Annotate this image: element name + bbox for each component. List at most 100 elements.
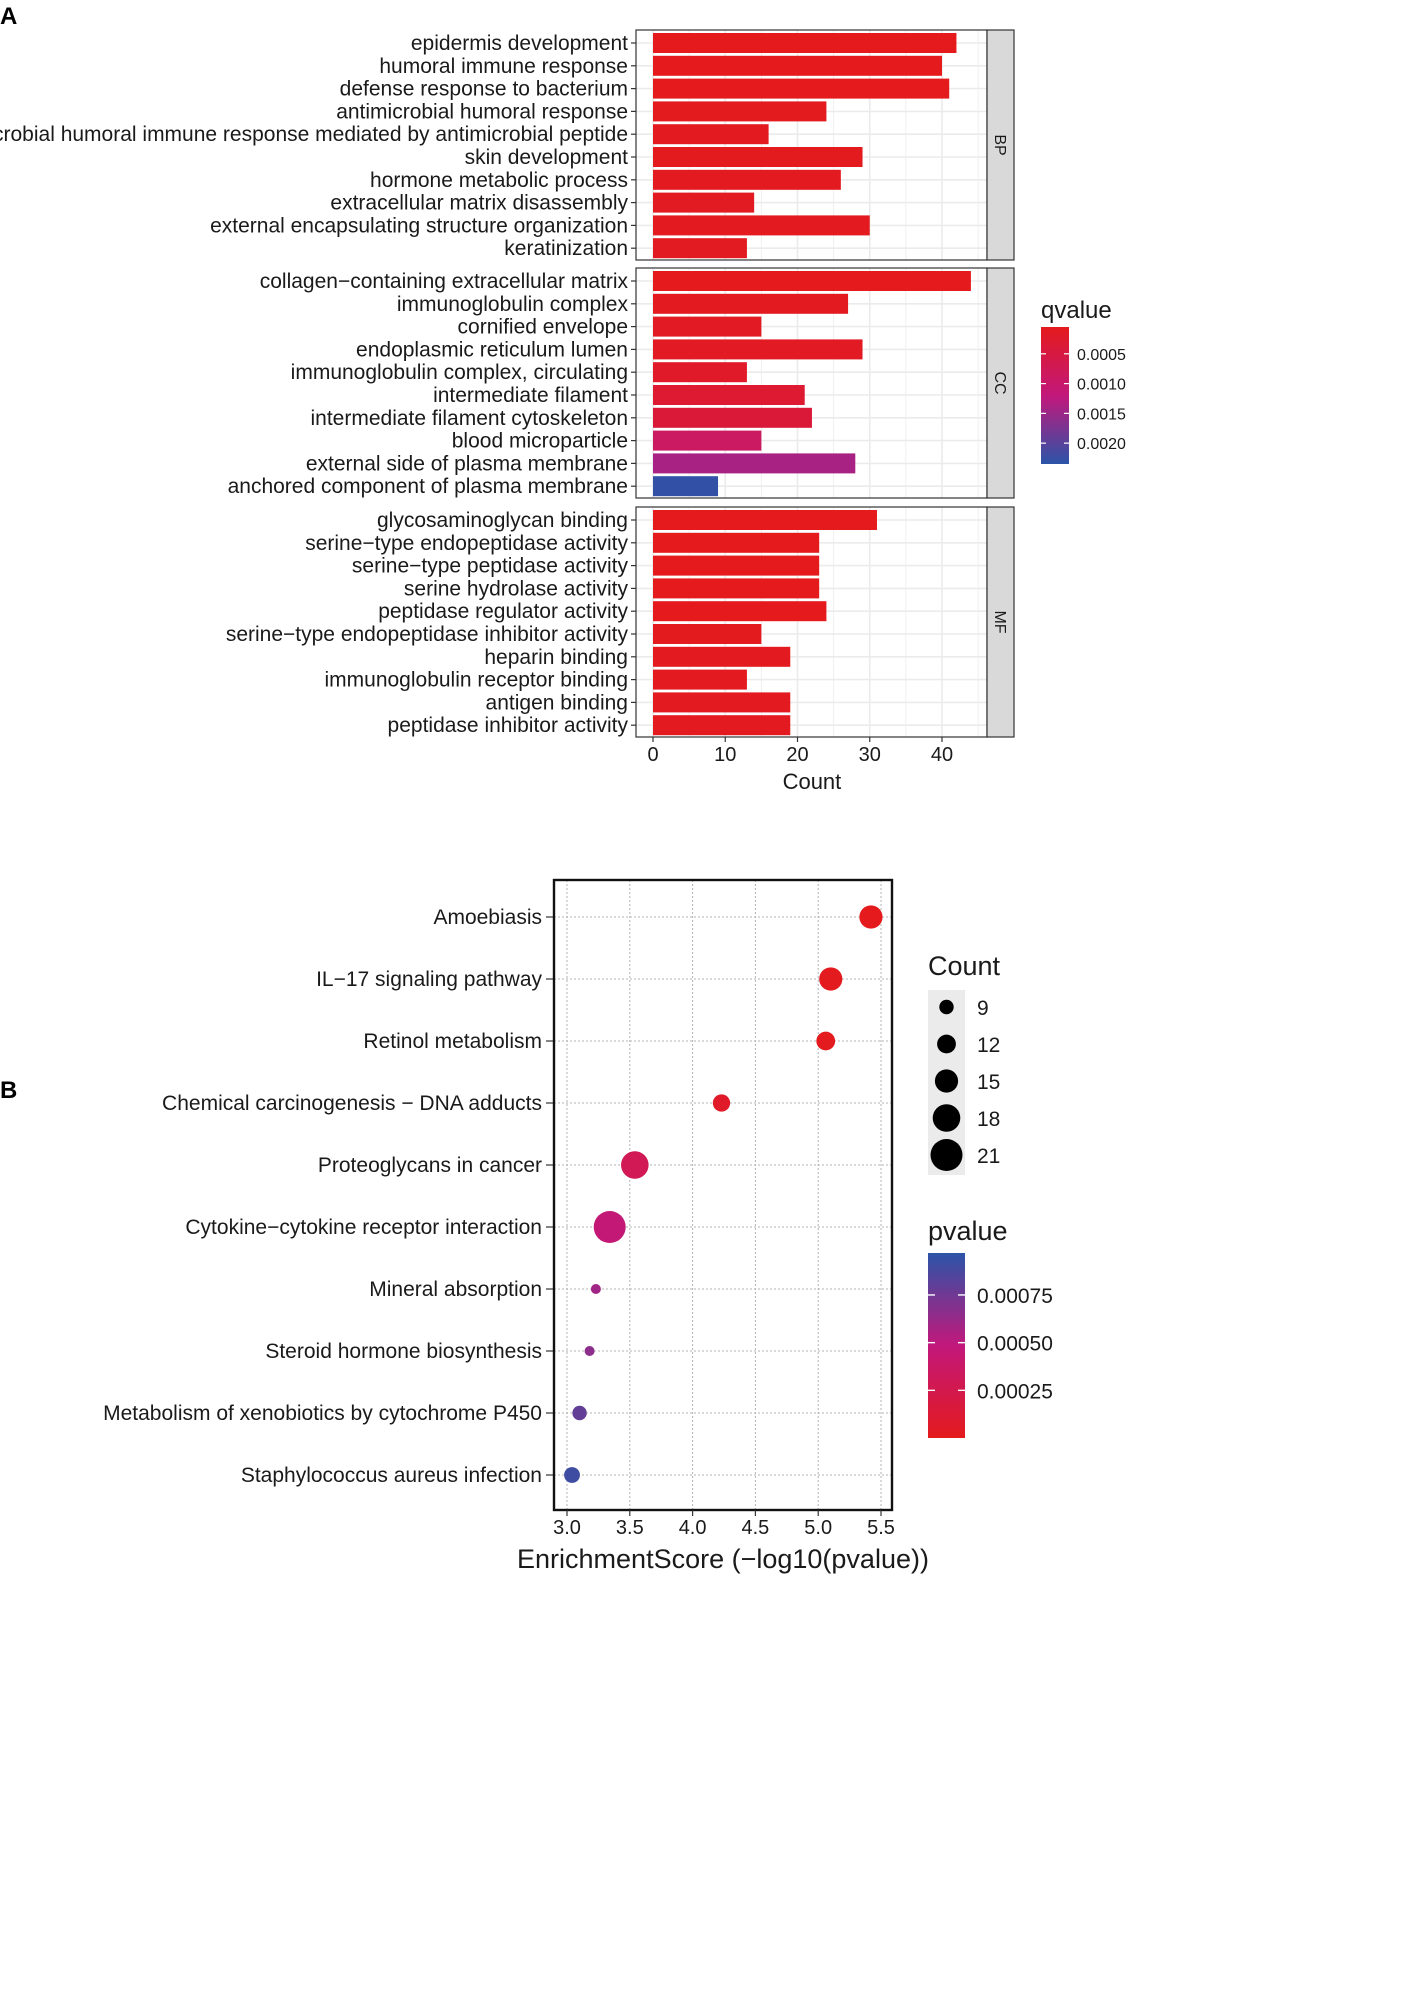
dot <box>564 1467 580 1483</box>
bar <box>653 192 755 213</box>
x-tick-label: 20 <box>786 744 808 766</box>
facet-strip-label: BP <box>991 134 1008 155</box>
bar <box>653 169 841 190</box>
x-axis-a: 0 10 20 30 40 Count <box>647 737 953 794</box>
category-label: antigen binding <box>486 691 628 714</box>
category-label: external side of plasma membrane <box>306 452 628 475</box>
category-label: immunoglobulin receptor binding <box>324 669 628 692</box>
bar <box>653 669 747 690</box>
category-label: Metabolism of xenobiotics by cytochrome … <box>103 1402 542 1425</box>
category-label: Amoebiasis <box>433 906 542 929</box>
category-label: Steroid hormone biosynthesis <box>265 1340 542 1363</box>
colorbar-tick-label: 0.00050 <box>977 1333 1053 1356</box>
colorbar <box>1041 327 1069 464</box>
colorbar <box>928 1253 965 1438</box>
bar <box>653 715 791 736</box>
size-legend-dot <box>939 999 954 1015</box>
category-label: Retinol metabolism <box>363 1030 542 1053</box>
dot <box>572 1405 587 1421</box>
category-label: glycosaminoglycan binding <box>377 509 628 532</box>
x-tick-label: 30 <box>859 744 881 766</box>
bar <box>653 316 762 337</box>
category-label: external encapsulating structure organiz… <box>210 214 628 237</box>
size-legend-dot <box>937 1034 956 1054</box>
size-legend-label: 15 <box>977 1071 1000 1094</box>
size-legend-dot <box>932 1104 961 1132</box>
category-label: serine hydrolase activity <box>404 577 629 600</box>
bar <box>653 601 827 622</box>
dot <box>859 905 883 929</box>
bar <box>653 124 769 145</box>
bar <box>653 238 747 259</box>
x-tick-label: 3.0 <box>553 1517 581 1539</box>
colorbar-tick-label: 0.0020 <box>1077 436 1126 453</box>
category-label: defense response to bacterium <box>340 78 628 101</box>
category-label: heparin binding <box>484 646 628 669</box>
bar <box>653 646 791 667</box>
bar <box>653 215 870 236</box>
category-label: Chemical carcinogenesis − DNA adducts <box>162 1092 542 1115</box>
category-label: skin development <box>465 146 629 169</box>
colorbar-tick-label: 0.00025 <box>977 1380 1053 1403</box>
category-label: blood microparticle <box>452 430 628 453</box>
colorbar-tick-label: 0.0010 <box>1077 377 1126 394</box>
dot <box>621 1151 649 1179</box>
category-label: antimicrobial humoral immune response me… <box>0 123 628 146</box>
bar <box>653 578 820 599</box>
plot-border <box>552 878 894 1512</box>
size-legend-dot <box>930 1139 963 1171</box>
size-legend-label: 18 <box>977 1108 1000 1131</box>
bar <box>653 430 762 451</box>
category-label: IL−17 signaling pathway <box>316 968 542 991</box>
x-tick-label: 4.0 <box>679 1517 707 1539</box>
size-legend-label: 9 <box>977 997 989 1020</box>
dot <box>816 1031 836 1051</box>
category-label: endoplasmic reticulum lumen <box>356 338 628 361</box>
category-label: peptidase regulator activity <box>378 600 628 623</box>
legend-title: qvalue <box>1041 297 1112 324</box>
bar <box>653 510 877 530</box>
facet-mf: glycosaminoglycan binding serine−type end… <box>226 506 1015 738</box>
bar <box>653 147 863 167</box>
panel-a-letter: A <box>0 3 17 30</box>
colorbar-tick-label: 0.00075 <box>977 1285 1053 1308</box>
category-label: Proteoglycans in cancer <box>318 1154 542 1177</box>
dot <box>590 1284 601 1294</box>
dot <box>712 1094 731 1112</box>
category-label: immunoglobulin complex, circulating <box>291 361 628 384</box>
bar <box>653 293 849 314</box>
x-tick-label: 5.0 <box>804 1517 832 1539</box>
colorbar-tick-label: 0.0005 <box>1077 347 1126 364</box>
facet-strip-label: MF <box>991 610 1008 633</box>
category-label: anchored component of plasma membrane <box>228 475 628 498</box>
category-label: humoral immune response <box>379 55 628 78</box>
bar <box>653 453 856 474</box>
bar <box>653 362 747 383</box>
category-label: keratinization <box>504 237 628 260</box>
category-label: epidermis development <box>411 32 628 55</box>
x-tick-label: 10 <box>714 744 736 766</box>
facet-strip <box>986 506 1015 738</box>
category-label: Staphylococcus aureus infection <box>241 1464 542 1487</box>
bar <box>653 555 820 576</box>
x-tick-label: 3.5 <box>616 1517 644 1539</box>
size-legend-label: 21 <box>977 1145 1000 1168</box>
bar <box>653 55 942 76</box>
bar <box>653 692 791 713</box>
panel-b-letter: B <box>0 1077 17 1104</box>
bar <box>653 532 820 553</box>
category-label: intermediate filament cytoskeleton <box>311 407 629 430</box>
bar <box>653 101 827 122</box>
colorbar-tick-label: 0.0015 <box>1077 406 1126 423</box>
category-label: Mineral absorption <box>369 1278 542 1301</box>
facet-cc: collagen−containing extracellular matrix… <box>228 267 1015 499</box>
bar <box>653 339 863 360</box>
dot <box>584 1346 595 1356</box>
category-label: serine−type peptidase activity <box>352 555 629 578</box>
size-legend-label: 12 <box>977 1034 1000 1057</box>
category-label: antimicrobial humoral response <box>336 100 628 123</box>
category-label: serine−type endopeptidase inhibitor acti… <box>226 623 629 646</box>
